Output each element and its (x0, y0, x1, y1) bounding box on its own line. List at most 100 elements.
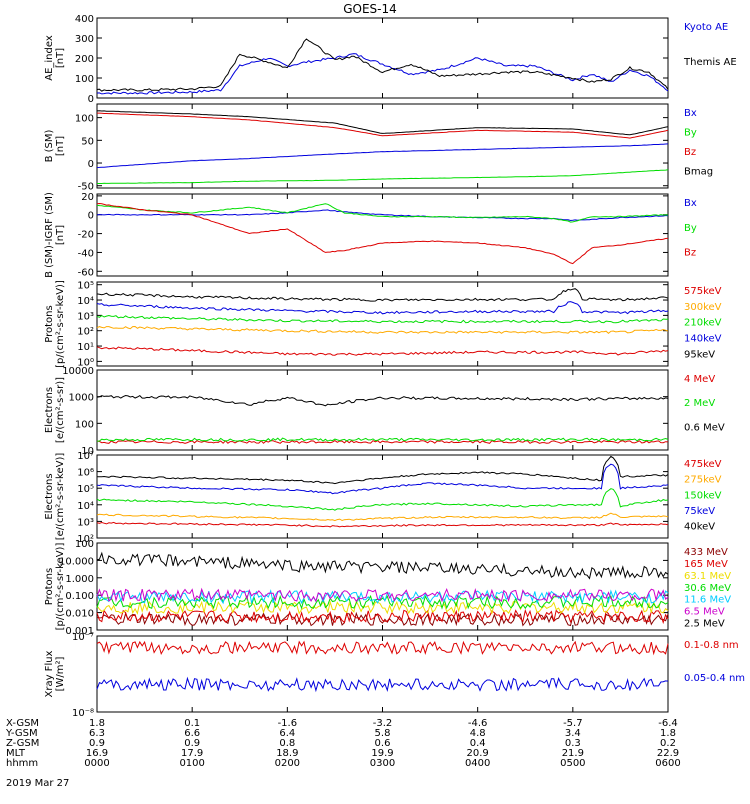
series-line-protons_high-2 (96, 599, 669, 615)
footer-value: 0000 (84, 758, 109, 769)
footer-value: 19.9 (371, 748, 393, 759)
legend-label: 575keV (684, 286, 722, 297)
footer-value: 0200 (275, 758, 300, 769)
panel-frame (96, 635, 669, 713)
series-line-electrons_low-4 (97, 455, 669, 485)
y-tick-label: 10.000 (59, 556, 94, 567)
y-tick-label: 10¹ (77, 342, 94, 353)
footer-value: 0.2 (660, 738, 676, 749)
y-axis-label: Electrons (44, 473, 55, 519)
y-tick-label: 100 (75, 74, 94, 85)
footer-value: 0600 (655, 758, 680, 769)
plot-title: GOES-14 (343, 2, 397, 16)
legend-label: 2.5 MeV (684, 619, 725, 630)
series-line-protons_high-6 (96, 551, 669, 580)
legend-label: 0.6 MeV (684, 422, 725, 433)
footer-value: 0300 (370, 758, 395, 769)
series-line-protons_high-1 (96, 608, 669, 625)
panel-electrons_high: 10 100 1000 10000 Electrons [e/(cm²-s-sr)] 4 M… (44, 366, 725, 457)
y-tick-label: -20 (78, 230, 94, 241)
series-line-electrons_low-3 (96, 463, 669, 495)
y-axis-label: [p/(cm²-s-sr-keV)] (55, 280, 66, 368)
footer-value: 0.3 (565, 738, 581, 749)
date-label: 2019 Mar 27 (6, 778, 69, 789)
series-line-xray-1 (96, 676, 669, 693)
panel-electrons_low: 10² 10³ 10⁴ 10⁵ 10⁶ 10⁷ Electrons [e/(cm²-s-sr-… (44, 451, 722, 545)
legend-label: 150keV (684, 490, 722, 501)
legend-label: 140keV (684, 334, 722, 345)
y-tick-label: 10² (77, 534, 94, 545)
panel-frame (96, 369, 669, 451)
series-line-xray-0 (96, 640, 669, 656)
ephemeris-footer: X-GSM 1.8 0.1 -1.6 -3.2 -4.6 -5.7 -6.4 Y-GSM 6.3 6… (5, 718, 681, 769)
footer-value: 1.8 (660, 728, 676, 739)
y-tick-label: 10⁵ (77, 281, 94, 292)
footer-value: 0.1 (184, 718, 200, 729)
legend-label: 75keV (684, 506, 715, 517)
series-line-ae-1 (96, 38, 669, 92)
legend-label: 2 MeV (684, 398, 715, 409)
footer-value: -6.4 (658, 718, 678, 729)
y-tick-label: 10⁴ (77, 501, 94, 512)
footer-value: -1.6 (278, 718, 298, 729)
footer-value: 6.3 (89, 728, 105, 739)
footer-value: 0100 (179, 758, 204, 769)
footer-row-label: Y-GSM (5, 728, 38, 739)
y-tick-label: 100 (75, 114, 94, 125)
y-tick-label: 10⁴ (77, 296, 94, 307)
y-tick-label: 10⁶ (77, 468, 94, 479)
footer-value: 20.9 (467, 748, 489, 759)
y-tick-label: 100 (75, 419, 94, 430)
footer-value: 6.4 (279, 728, 295, 739)
y-tick-label: -40 (78, 248, 94, 259)
y-tick-label: 10³ (77, 517, 94, 528)
legend-label: By (684, 223, 697, 234)
panel-xray: 10⁻⁸ 10⁻⁷ Xray Flux [W/m²] 0.1-0.8 nm 0.05-0.… (44, 632, 745, 719)
legend-label: 30.6 MeV (684, 583, 731, 594)
legend-label: Bz (684, 248, 696, 259)
panel-protons_high: 0.001 0.010 0.100 1.000 10.000 100 Protons [p/(… (44, 539, 731, 637)
y-axis-label: [nT] (55, 136, 66, 156)
series-line-protons_high-3 (96, 594, 669, 610)
y-axis-label: Electrons (44, 387, 55, 433)
series-line-electrons_low-0 (96, 521, 669, 528)
legend-label: Bz (684, 147, 696, 158)
legend-label: 210keV (684, 318, 722, 329)
y-axis-label: Xray Flux (44, 650, 55, 697)
y-axis-label: B (SM) (44, 129, 55, 162)
legend-label: 165 MeV (684, 559, 728, 570)
legend-label: 11.6 MeV (684, 595, 731, 606)
legend-label: 0.1-0.8 nm (684, 640, 739, 651)
legend-label: 433 MeV (684, 547, 728, 558)
footer-row-label: hhmm (6, 758, 38, 769)
footer-row-label: Z-GSM (6, 738, 39, 749)
panel-frame (96, 193, 669, 277)
legend-label: Bx (684, 108, 697, 119)
footer-value: 6.6 (184, 728, 200, 739)
y-tick-label: 100 (75, 539, 94, 550)
footer-value: 4.8 (470, 728, 486, 739)
series-line-protons_low-4 (96, 288, 669, 302)
series-line-electrons_low-1 (96, 512, 669, 522)
y-tick-label: 10⁰ (77, 357, 94, 368)
series-line-birgf-1 (96, 203, 669, 223)
series-line-ae-0 (96, 53, 669, 95)
panel-protons_low: 10⁰ 10¹ 10² 10³ 10⁴ 10⁵ Protons [p/(cm²-s-sr-ke… (44, 280, 722, 368)
footer-value: 0500 (560, 758, 585, 769)
series-line-bsm-1 (97, 169, 669, 184)
series-line-protons_high-4 (96, 589, 669, 605)
panel-frame (96, 17, 669, 99)
legend-label: 6.5 MeV (684, 607, 725, 618)
y-tick-label: 0.100 (65, 591, 94, 602)
y-tick-label: 10² (77, 327, 94, 338)
legend-label: 300keV (684, 302, 722, 313)
series-line-bsm-0 (96, 143, 669, 168)
y-axis-label: Protons (44, 568, 55, 605)
footer-row-label: MLT (6, 748, 26, 759)
footer-value: 21.9 (562, 748, 584, 759)
series-line-protons_high-0 (96, 611, 669, 627)
y-tick-label: 10⁷ (77, 451, 94, 462)
